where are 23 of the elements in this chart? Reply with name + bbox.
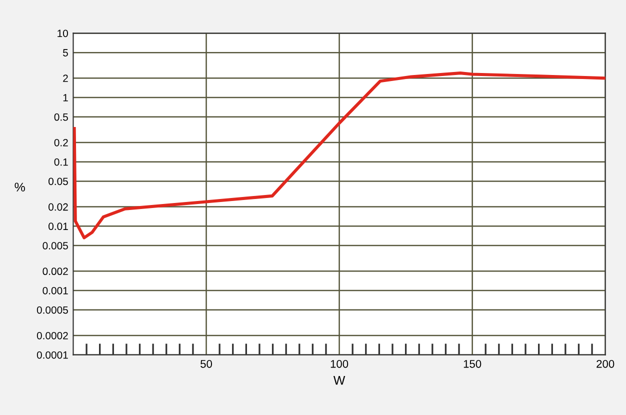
- x-axis-title: W: [333, 376, 346, 385]
- x-tick-label: 50: [200, 360, 212, 368]
- y-tick-label: 0.005: [42, 242, 68, 250]
- y-axis-title: %: [14, 182, 25, 192]
- y-tick-label: 0.1: [54, 158, 68, 166]
- y-tick-label: 0.001: [42, 287, 68, 294]
- y-tick-label: 5: [63, 49, 68, 56]
- y-tick-label: 0.5: [54, 113, 68, 121]
- y-tick-label: 1: [63, 94, 68, 102]
- x-tick-label: 150: [464, 360, 482, 368]
- y-tick-label: 0.0005: [36, 306, 68, 314]
- y-tick-label: 0.002: [42, 268, 68, 276]
- y-tick-label: 0.0002: [36, 332, 68, 340]
- y-tick-label: 10: [58, 30, 68, 38]
- y-tick-label: 0.0001: [36, 351, 68, 359]
- x-tick-label: 100: [330, 360, 348, 368]
- y-tick-label: 0.05: [48, 178, 68, 186]
- y-tick-label: 2: [63, 74, 68, 82]
- x-tick-label: 200: [596, 360, 614, 368]
- line-series: [73, 72, 606, 240]
- y-tick-label: 0.02: [48, 203, 68, 211]
- y-tick-label: 0.01: [48, 222, 68, 230]
- y-tick-label: 0.2: [54, 138, 68, 146]
